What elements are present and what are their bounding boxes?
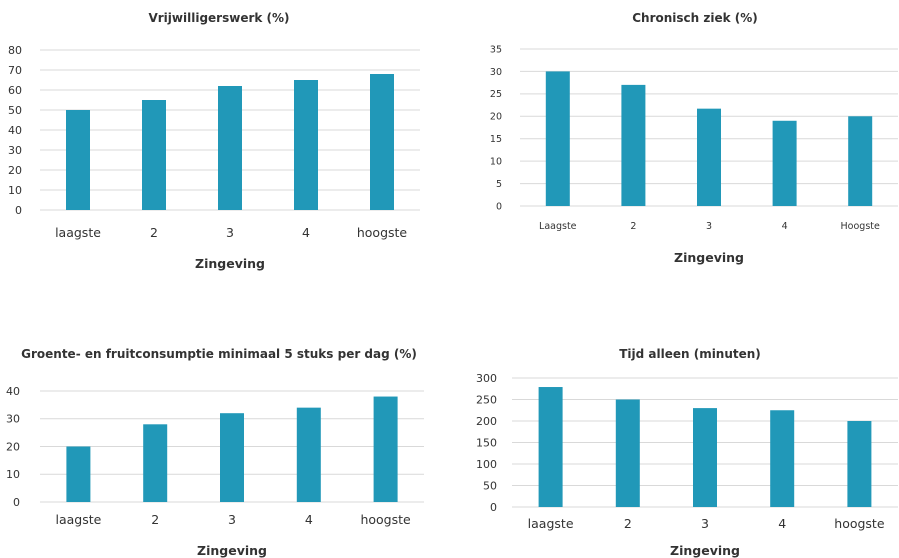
- x-axis-label: Zingeving: [670, 543, 740, 558]
- y-tick-label: 20: [6, 440, 20, 453]
- y-tick-label: 35: [490, 44, 502, 55]
- bar-0: [538, 387, 563, 507]
- x-tick-label: 3: [226, 225, 234, 240]
- chart-title: Groente- en fruitconsumptie minimaal 5 s…: [21, 347, 417, 361]
- bar-0: [66, 110, 90, 210]
- bar-2: [218, 86, 242, 210]
- y-tick-label: 40: [8, 124, 22, 137]
- chart-title: Tijd alleen (minuten): [619, 347, 761, 361]
- y-tick-label: 250: [476, 393, 497, 406]
- bar-0: [66, 446, 91, 502]
- y-tick-label: 40: [6, 385, 20, 398]
- y-tick-label: 25: [490, 89, 502, 100]
- x-tick-label: Laagste: [539, 221, 577, 232]
- bar-1: [621, 84, 646, 206]
- x-axis-label: Zingeving: [674, 250, 744, 265]
- x-axis-label: Zingeving: [197, 543, 267, 558]
- x-tick-label: laagste: [55, 225, 101, 240]
- bar-4: [373, 396, 398, 502]
- y-tick-label: 10: [490, 156, 502, 167]
- x-tick-label: laagste: [528, 516, 574, 531]
- y-tick-label: 50: [483, 479, 497, 492]
- y-tick-label: 30: [6, 413, 20, 426]
- y-tick-label: 5: [496, 179, 502, 190]
- x-tick-label: 3: [228, 512, 236, 527]
- y-tick-label: 50: [8, 104, 22, 117]
- bar-4: [848, 116, 873, 206]
- bar-2: [697, 108, 721, 206]
- y-tick-label: 70: [8, 64, 22, 77]
- bar-2: [693, 408, 717, 507]
- x-tick-label: hoogste: [357, 225, 408, 240]
- x-tick-label: 2: [151, 512, 159, 527]
- x-tick-label: 4: [302, 225, 310, 240]
- y-tick-label: 300: [476, 372, 497, 385]
- x-tick-label: 3: [706, 221, 712, 232]
- bar-2: [220, 413, 244, 502]
- x-tick-label: 2: [624, 516, 632, 531]
- bar-4: [847, 421, 872, 507]
- bar-0: [545, 71, 570, 206]
- bar-1: [142, 100, 166, 210]
- y-tick-label: 0: [13, 496, 20, 509]
- x-tick-label: 2: [150, 225, 158, 240]
- x-tick-label: 4: [782, 221, 788, 232]
- y-tick-label: 10: [6, 468, 20, 481]
- y-tick-label: 150: [476, 436, 497, 449]
- y-tick-label: 20: [490, 112, 502, 123]
- bar-3: [296, 407, 321, 502]
- bar-3: [772, 120, 797, 206]
- x-axis-label: Zingeving: [195, 256, 265, 271]
- bar-3: [294, 80, 318, 210]
- x-tick-label: hoogste: [834, 516, 885, 531]
- y-tick-label: 10: [8, 184, 22, 197]
- x-tick-label: 2: [630, 221, 636, 232]
- y-tick-label: 30: [490, 67, 502, 78]
- x-tick-label: Hoogste: [841, 221, 880, 232]
- x-tick-label: 4: [778, 516, 786, 531]
- bar-4: [370, 74, 394, 210]
- y-tick-label: 200: [476, 415, 497, 428]
- y-tick-label: 100: [476, 458, 497, 471]
- x-tick-label: 3: [701, 516, 709, 531]
- x-tick-label: laagste: [55, 512, 101, 527]
- y-tick-label: 0: [15, 204, 22, 217]
- y-tick-label: 0: [490, 501, 497, 514]
- chart-title: Vrijwilligerswerk (%): [148, 11, 289, 25]
- y-tick-label: 20: [8, 164, 22, 177]
- y-tick-label: 0: [496, 201, 502, 212]
- bar-1: [615, 399, 640, 507]
- chart-title: Chronisch ziek (%): [632, 11, 758, 25]
- y-tick-label: 80: [8, 44, 22, 57]
- y-tick-label: 15: [490, 134, 502, 145]
- y-tick-label: 30: [8, 144, 22, 157]
- y-tick-label: 60: [8, 84, 22, 97]
- bar-3: [770, 410, 795, 507]
- x-tick-label: 4: [305, 512, 313, 527]
- x-tick-label: hoogste: [360, 512, 411, 527]
- bar-1: [143, 424, 168, 502]
